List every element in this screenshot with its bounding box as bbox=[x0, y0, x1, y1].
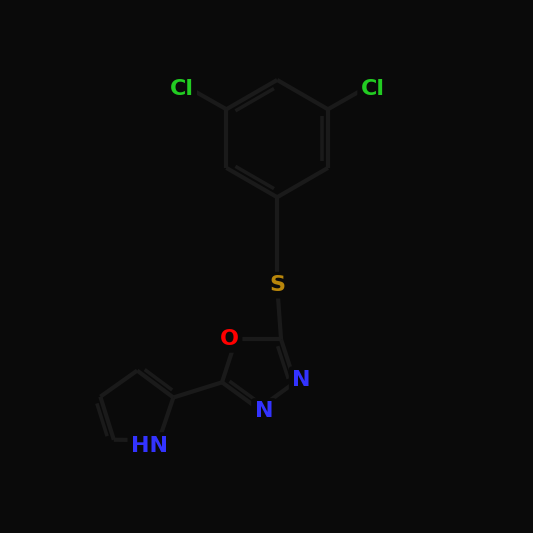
Text: Cl: Cl bbox=[169, 79, 193, 99]
Text: N: N bbox=[255, 401, 273, 422]
Text: N: N bbox=[292, 369, 311, 390]
Text: S: S bbox=[269, 275, 285, 295]
Text: Cl: Cl bbox=[361, 79, 385, 99]
Text: HN: HN bbox=[131, 435, 168, 456]
Text: O: O bbox=[220, 329, 239, 350]
